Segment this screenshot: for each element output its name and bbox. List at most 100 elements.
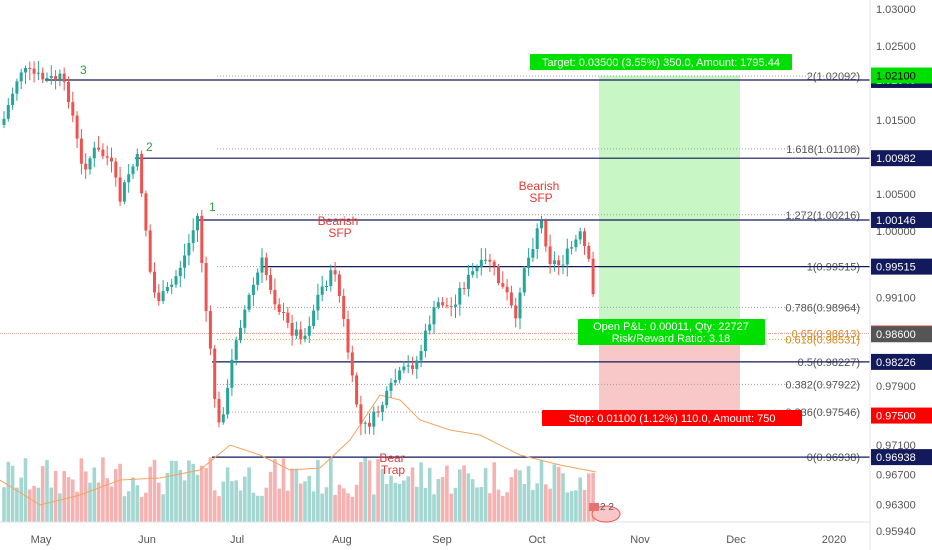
candle-135 — [583, 231, 586, 247]
volume-bar-17 — [75, 491, 79, 522]
volume-bar-84 — [363, 457, 367, 522]
volume-bar-34 — [148, 466, 152, 522]
volume-bar-6 — [28, 489, 32, 522]
candle-37 — [161, 291, 165, 302]
volume-bars — [2, 457, 595, 522]
fib-label-3: 1(0.99515) — [807, 262, 860, 274]
time-tick-6: Nov — [630, 534, 650, 546]
fib-label-0: 2(1.02092) — [807, 71, 860, 83]
stop-price-tag-bg — [871, 407, 932, 424]
candle-35 — [153, 271, 156, 293]
volume-bar-106 — [458, 469, 462, 522]
time-tick-0: May — [31, 534, 52, 546]
candle-23 — [101, 149, 105, 157]
volume-bar-10 — [45, 459, 49, 522]
volume-bar-100 — [432, 494, 436, 522]
volume-bar-66 — [286, 490, 290, 522]
candle-68 — [294, 329, 298, 336]
volume-bar-102 — [440, 477, 445, 522]
bearish-sfp-label-1: Bearish — [318, 214, 359, 228]
candle-52 — [226, 387, 230, 415]
volume-bar-88 — [380, 468, 385, 522]
volume-bar-41 — [178, 469, 183, 522]
candle-84 — [363, 422, 367, 424]
volume-bar-15 — [66, 477, 71, 522]
price-tick-3: 1.01500 — [876, 115, 916, 127]
volume-bar-130 — [561, 473, 565, 522]
candle-61 — [264, 257, 268, 276]
volume-bar-9 — [40, 466, 45, 522]
volume-bar-95 — [410, 467, 415, 522]
volume-bar-86 — [372, 494, 376, 522]
stop-zone — [599, 334, 740, 416]
candle-126 — [544, 220, 548, 247]
candle-122 — [527, 257, 531, 269]
candle-104 — [449, 306, 453, 308]
level-tag-5: 0.96938 — [876, 452, 916, 464]
candle-33 — [144, 193, 148, 231]
price-tick-5: 1.00500 — [876, 189, 916, 201]
entry-price-tag: 0.98600 — [876, 329, 916, 341]
position-zones — [599, 75, 740, 416]
volume-bar-29 — [126, 491, 131, 522]
candle-48 — [208, 311, 212, 349]
volume-bar-111 — [479, 487, 484, 522]
volume-bar-27 — [118, 463, 122, 522]
volume-bar-21 — [92, 467, 97, 522]
level-tag-4: 0.98226 — [876, 357, 916, 369]
pivot-label-3: 3 — [80, 63, 87, 77]
candle-115 — [497, 266, 500, 284]
volume-bar-5 — [23, 458, 28, 522]
volume-bar-7 — [32, 485, 36, 522]
volume-bar-38 — [165, 472, 170, 522]
volume-bar-77 — [333, 494, 337, 522]
level-tag-3: 0.99515 — [876, 262, 916, 274]
candle-49 — [213, 348, 217, 399]
volume-bar-55 — [238, 490, 243, 522]
price-tick-11: 0.96700 — [876, 470, 916, 482]
candle-75 — [325, 285, 328, 287]
candle-101 — [436, 302, 440, 308]
volume-bar-28 — [122, 496, 127, 522]
events-badge[interactable]: 2 2 — [589, 502, 621, 523]
candle-123 — [531, 249, 535, 258]
target-price-tag-bg — [871, 67, 932, 84]
candle-38 — [165, 286, 169, 292]
candle-8 — [36, 72, 40, 74]
candle-89 — [385, 390, 389, 406]
volume-bar-61 — [264, 487, 269, 522]
svg-text:Risk/Reward Ratio: 3.18: Risk/Reward Ratio: 3.18 — [612, 333, 731, 345]
volume-bar-94 — [406, 476, 410, 522]
volume-bar-2 — [10, 465, 15, 522]
candle-55 — [239, 327, 242, 341]
volume-bar-44 — [191, 463, 195, 522]
candle-60 — [260, 257, 264, 273]
candle-57 — [247, 294, 251, 310]
volume-bar-8 — [36, 487, 41, 522]
pivot-label-2: 2 — [146, 140, 153, 154]
fib-label-4: 0.786(0.98964) — [785, 302, 860, 314]
volume-bar-60 — [260, 495, 264, 522]
volume-bar-96 — [415, 486, 419, 522]
candle-53 — [230, 359, 234, 388]
volume-bar-49 — [212, 490, 217, 522]
volume-bar-40 — [174, 461, 178, 522]
time-axis[interactable]: May Jun Jul Aug Sep Oct Nov Dec 2020 — [0, 521, 870, 546]
volume-bar-133 — [574, 490, 578, 522]
volume-bar-136 — [587, 473, 591, 522]
candle-87 — [376, 411, 380, 413]
volume-bar-48 — [208, 457, 213, 522]
volume-bar-137 — [591, 472, 595, 522]
volume-bar-69 — [298, 483, 303, 522]
candle-44 — [191, 230, 195, 243]
candle-72 — [312, 310, 316, 327]
volume-bar-43 — [187, 460, 191, 522]
candle-41 — [178, 267, 182, 277]
candle-88 — [380, 405, 384, 413]
fib-label-9: 0.236(0.97546) — [785, 407, 860, 419]
volume-bar-14 — [62, 471, 66, 522]
volume-bar-85 — [367, 460, 372, 522]
candle-10 — [45, 77, 49, 80]
volume-bar-89 — [384, 483, 389, 522]
